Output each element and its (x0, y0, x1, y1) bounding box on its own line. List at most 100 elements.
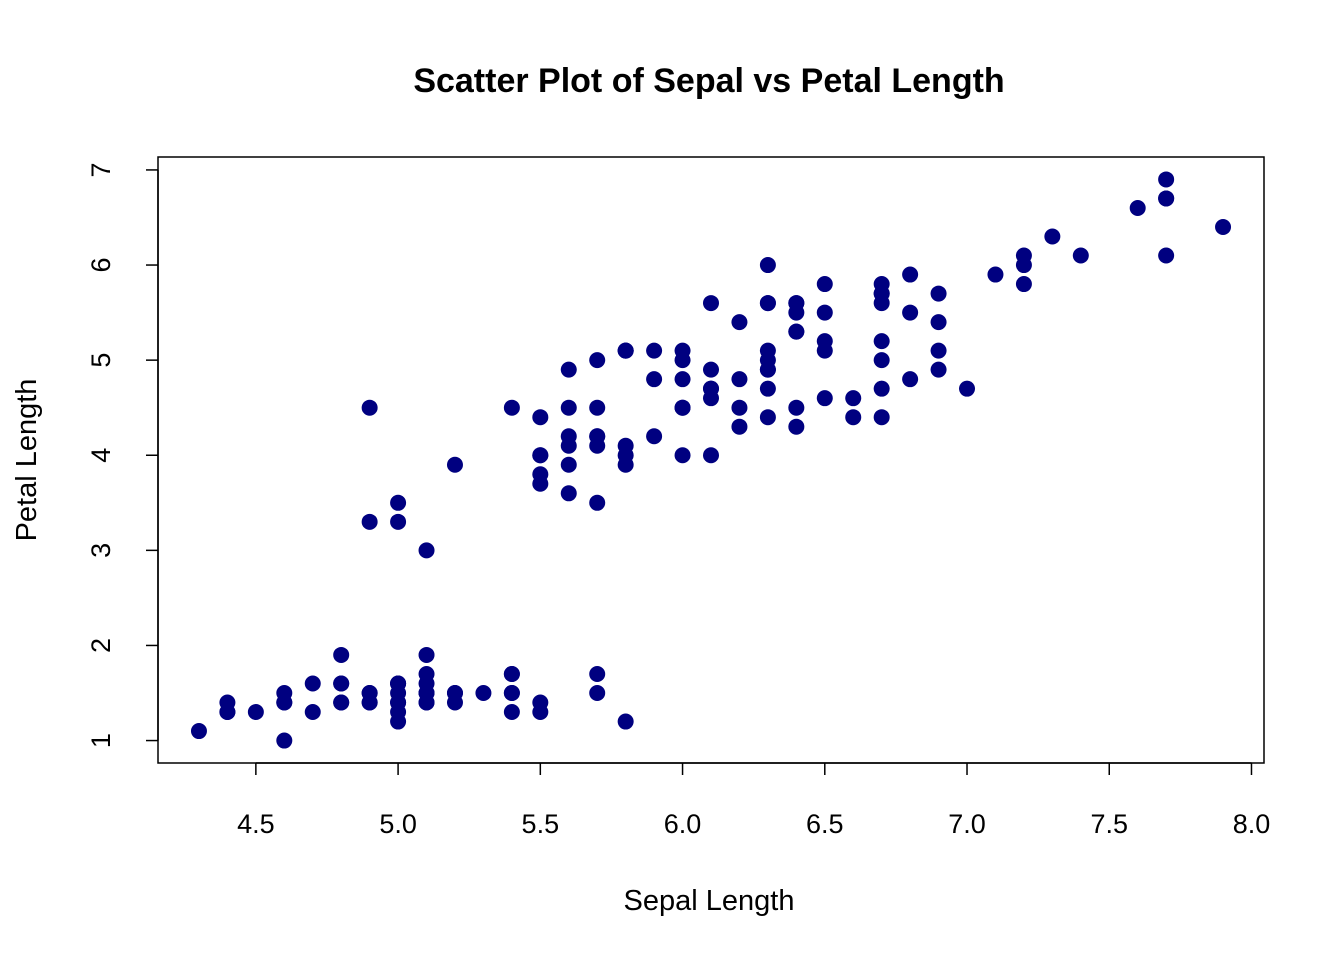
data-point (845, 390, 862, 407)
data-point (503, 704, 520, 721)
data-point (646, 371, 663, 388)
data-point (788, 399, 805, 416)
data-point (674, 371, 691, 388)
data-point (731, 314, 748, 331)
x-tick-label: 4.5 (237, 809, 275, 839)
data-point (902, 371, 919, 388)
data-point (361, 513, 378, 530)
x-tick-label: 6.0 (664, 809, 702, 839)
data-point (532, 704, 549, 721)
data-point (902, 304, 919, 321)
data-point (532, 409, 549, 426)
data-point (418, 542, 435, 559)
data-point (560, 456, 577, 473)
data-point (1215, 218, 1232, 235)
data-point (873, 352, 890, 369)
data-point (503, 685, 520, 702)
data-point (190, 723, 207, 740)
x-axis-label: Sepal Length (624, 885, 795, 917)
data-point (333, 646, 350, 663)
data-point (703, 390, 719, 407)
data-point (788, 323, 805, 340)
data-point (560, 361, 577, 378)
data-point (873, 409, 890, 426)
data-point (1044, 228, 1061, 245)
data-point (930, 314, 947, 331)
data-point (759, 257, 776, 274)
data-point (390, 494, 407, 511)
data-point (788, 418, 805, 435)
data-point (902, 266, 919, 283)
x-axis: 4.5 5.0 5.5 6.0 6.5 7.0 7.5 8.0 (237, 762, 1271, 839)
data-point (759, 380, 776, 397)
data-point (560, 399, 577, 416)
data-points (190, 171, 1232, 749)
data-point (674, 352, 691, 369)
data-point (788, 304, 805, 321)
data-point (617, 447, 634, 464)
y-tick-label: 6 (86, 258, 116, 273)
data-point (816, 390, 833, 407)
data-point (333, 675, 350, 692)
data-point (475, 685, 492, 702)
data-point (361, 694, 378, 711)
data-point (703, 447, 719, 464)
data-point (646, 428, 663, 445)
data-point (390, 694, 407, 711)
data-point (560, 485, 577, 502)
data-point (816, 276, 833, 293)
data-point (930, 285, 947, 302)
data-point (276, 694, 293, 711)
data-point (703, 295, 719, 312)
data-point (361, 399, 378, 416)
data-point (930, 361, 947, 378)
y-tick-label: 5 (86, 353, 116, 368)
x-tick-label: 5.5 (522, 809, 560, 839)
data-point (731, 371, 748, 388)
data-point (304, 675, 321, 692)
chart-title: Scatter Plot of Sepal vs Petal Length (413, 62, 1004, 100)
data-point (390, 513, 407, 530)
data-point (930, 342, 947, 359)
y-tick-label: 4 (86, 448, 116, 463)
data-point (873, 380, 890, 397)
data-point (446, 456, 463, 473)
data-point (1158, 190, 1175, 207)
data-point (873, 285, 890, 302)
data-point (304, 704, 321, 721)
data-point (873, 333, 890, 350)
y-axis-label: Petal Length (11, 379, 43, 542)
data-point (532, 475, 549, 492)
data-point (674, 447, 691, 464)
data-point (759, 409, 776, 426)
data-point (418, 675, 435, 692)
data-point (1158, 171, 1175, 188)
x-tick-label: 7.0 (948, 809, 986, 839)
data-point (731, 418, 748, 435)
data-point (1072, 247, 1089, 264)
x-tick-label: 5.0 (379, 809, 417, 839)
data-point (646, 342, 663, 359)
data-point (589, 352, 606, 369)
data-point (759, 295, 776, 312)
data-point (1158, 247, 1175, 264)
y-tick-label: 2 (86, 638, 116, 653)
data-point (703, 361, 719, 378)
y-axis: 1 2 3 4 5 6 7 (86, 162, 159, 748)
data-point (219, 704, 236, 721)
data-point (589, 665, 606, 682)
data-point (845, 409, 862, 426)
data-point (418, 646, 435, 663)
x-tick-label: 8.0 (1233, 809, 1271, 839)
data-point (247, 704, 264, 721)
y-tick-label: 1 (86, 733, 116, 748)
data-point (987, 266, 1004, 283)
data-point (390, 675, 407, 692)
data-point (560, 428, 577, 445)
data-point (759, 352, 776, 369)
data-point (731, 399, 748, 416)
data-point (1129, 199, 1146, 216)
data-point (532, 447, 549, 464)
data-point (503, 399, 520, 416)
